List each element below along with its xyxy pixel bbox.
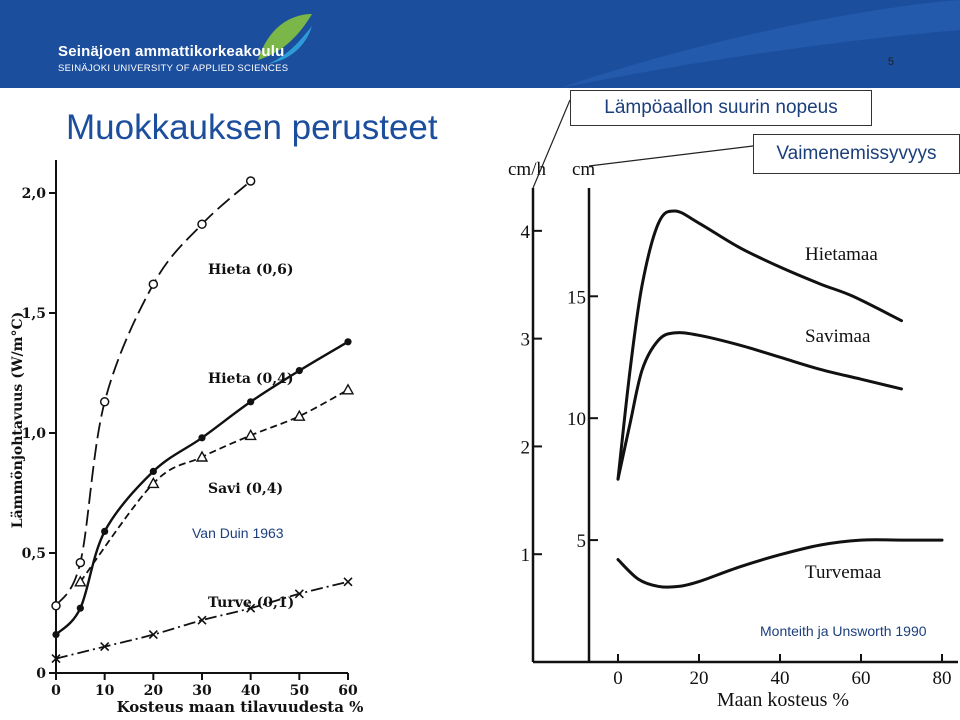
left-series-line (55, 180, 252, 607)
left-data-point (245, 176, 256, 186)
left-data-point (51, 654, 61, 664)
left-data-point (197, 615, 207, 625)
left-series-line (79, 389, 349, 583)
right-cmh-tick-label: 4 (521, 222, 531, 243)
legend-hieta-04: Hieta (0,4) (208, 371, 293, 387)
left-chart: 0 10 20 30 40 50 60 0 0,5 1,0 1,5 2,0 Lämmönjohtavu… (10, 160, 363, 716)
right-chart: 0 20 40 60 80 5 10 15 1 2 3 4 cm/h cm Maan kosteus … (508, 159, 958, 711)
left-data-point (148, 279, 159, 289)
left-x-tick-label: 30 (192, 683, 212, 699)
legend-hieta-06: Hieta (0,6) (208, 262, 293, 278)
source-left: Van Duin 1963 (192, 525, 284, 541)
right-ylabel-cm: cm (572, 159, 595, 180)
right-cm-tick-label: 15 (567, 287, 586, 308)
left-data-point (341, 383, 355, 395)
right-series-line (616, 538, 944, 589)
right-cmh-tick-label: 3 (521, 330, 531, 351)
right-xlabel: Maan kosteus % (717, 689, 849, 711)
callout-damping-depth: Vaimenemissyvyys (753, 134, 960, 174)
left-x-tick-label: 50 (290, 683, 310, 699)
left-data-point (147, 476, 160, 489)
left-data-point (76, 604, 84, 612)
left-data-point (101, 527, 109, 536)
right-x-tick-label: 60 (852, 668, 871, 689)
left-series-line (55, 340, 349, 636)
callout-damp-leader (588, 145, 754, 167)
org-name-en: SEINÄJOKI UNIVERSITY OF APPLIED SCIENCES (58, 63, 289, 74)
header-banner (0, 0, 960, 88)
right-series-line (616, 331, 903, 481)
right-x-tick-label: 0 (613, 668, 623, 689)
label-savimaa: Savimaa (805, 326, 871, 347)
right-cmh-tick-label: 1 (521, 545, 531, 566)
left-data-point (246, 603, 256, 613)
left-data-point (195, 450, 209, 462)
left-data-point (293, 409, 306, 421)
label-hietamaa: Hietamaa (805, 244, 878, 265)
left-x-tick-label: 0 (51, 683, 61, 699)
page-number: 5 (887, 56, 894, 68)
left-data-point (75, 557, 86, 568)
left-y-tick-label: 2,0 (22, 186, 47, 202)
left-data-point (343, 577, 353, 587)
left-data-point (100, 642, 110, 652)
left-y-tick-label: 0 (36, 666, 46, 682)
left-data-point (148, 630, 158, 640)
right-series-line (616, 209, 903, 481)
left-data-point (74, 575, 87, 587)
left-data-point (247, 398, 255, 406)
legend-savi-04: Savi (0,4) (208, 481, 283, 497)
left-data-point (52, 631, 60, 639)
right-x-tick-label: 40 (771, 668, 790, 689)
left-y-tick-label: 1,0 (22, 426, 47, 442)
callout-speed-leader (532, 99, 571, 189)
right-cm-tick-label: 10 (567, 409, 586, 430)
left-data-point (294, 589, 304, 599)
left-data-point (295, 367, 303, 375)
page-title: Muokkauksen perusteet (66, 108, 438, 147)
logo-leaf-icon (258, 0, 960, 88)
label-turvemaa: Turvemaa (805, 562, 882, 583)
left-data-point (244, 428, 257, 441)
right-x-tick-label: 20 (690, 668, 709, 689)
callout-heat-wave-speed: Lämpöaallon suurin nopeus (570, 90, 872, 126)
right-cm-tick-label: 5 (577, 531, 587, 552)
left-data-point (197, 219, 207, 229)
left-data-point (149, 467, 157, 475)
left-x-tick-label: 20 (144, 683, 164, 699)
org-name: Seinäjoen ammattikorkeakoulu (58, 43, 285, 60)
left-y-tick-label: 1,5 (22, 306, 46, 322)
left-x-tick-label: 60 (338, 683, 358, 699)
right-ylabel-cmh: cm/h (508, 159, 546, 180)
left-xlabel: Kosteus maan tilavuudesta % (117, 698, 364, 716)
left-x-tick-label: 40 (241, 683, 261, 699)
left-data-point (51, 601, 61, 611)
right-x-tick-label: 80 (933, 668, 952, 689)
left-ylabel: Lämmönjohtavuus (W/m°C) (10, 312, 26, 528)
left-y-tick-label: 0,5 (22, 546, 46, 562)
left-data-point (344, 338, 352, 346)
source-right: Monteith ja Unsworth 1990 (760, 623, 927, 639)
left-data-point (198, 434, 206, 442)
left-x-tick-label: 10 (95, 683, 115, 699)
left-data-point (99, 397, 110, 407)
legend-turve-01: Turve (0,1) (208, 595, 294, 611)
right-cmh-tick-label: 2 (521, 437, 531, 458)
